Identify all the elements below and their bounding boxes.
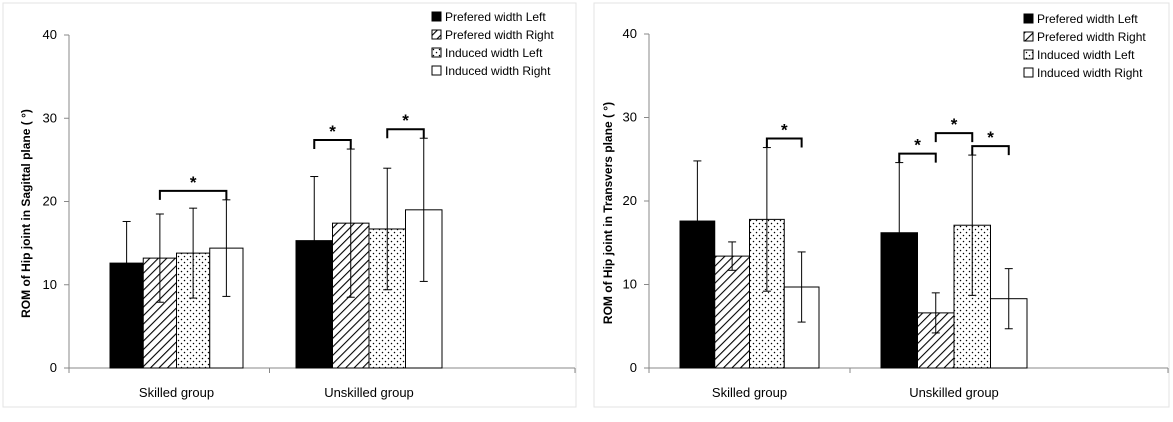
chart-panel-transvers: 0 10 20 30 40 ROM of Hip joint in Transvers p…	[590, 0, 1173, 422]
legend-swatch	[1023, 49, 1034, 60]
significance-bracket	[765, 137, 803, 148]
significance-star: *	[781, 121, 788, 140]
chart-svg-sagittal: 0 10 20 30 40 ROM of Hip joint in Sagittal pl…	[2, 2, 577, 408]
legend-label: Induced width Right	[1037, 66, 1143, 80]
y-tick-label: 10	[623, 277, 637, 292]
chart-svg-transvers: 0 10 20 30 40 ROM of Hip joint in Transvers p…	[593, 2, 1170, 408]
x-category-label: Unskilled group	[909, 385, 999, 400]
legend-swatch	[1023, 31, 1034, 42]
y-tick-label: 40	[43, 27, 57, 42]
x-category-label: Skilled group	[712, 385, 787, 400]
y-axis-label: ROM of Hip joint in Transvers plane ( °)	[601, 102, 615, 324]
legend-label: Induced width Left	[445, 46, 543, 60]
legend-label: Induced width Left	[1037, 48, 1135, 62]
y-tick-label: 40	[623, 26, 637, 41]
significance-star: *	[402, 111, 409, 130]
significance-bracket	[934, 132, 974, 143]
y-tick-label: 0	[50, 360, 57, 375]
significance-bracket	[898, 152, 937, 163]
legend-label: Induced width Right	[445, 64, 551, 78]
y-tick-label: 20	[43, 194, 57, 209]
x-category-label: Skilled group	[139, 385, 214, 400]
y-tick-label: 30	[43, 110, 57, 125]
y-tick-label: 30	[623, 110, 637, 125]
bar	[142, 257, 177, 369]
legend-label: Prefered width Right	[1037, 30, 1146, 44]
significance-bracket	[386, 128, 425, 139]
chart-frame	[2, 2, 577, 408]
legend-swatch	[431, 65, 442, 76]
legend-swatch	[431, 11, 442, 22]
y-tick-label: 20	[623, 193, 637, 208]
legend-label: Prefered width Left	[445, 10, 546, 24]
y-tick-label: 0	[630, 360, 637, 375]
y-tick-label: 10	[43, 277, 57, 292]
legend-swatch	[431, 47, 442, 58]
y-axis-label: ROM of Hip joint in Sagittal plane ( °)	[19, 109, 33, 318]
significance-star: *	[190, 173, 197, 192]
significance-star: *	[951, 115, 958, 134]
legend-swatch	[431, 29, 442, 40]
x-category-label: Unskilled group	[324, 385, 414, 400]
chart-frame	[593, 2, 1170, 408]
significance-bracket	[313, 139, 352, 150]
legend-swatch	[1023, 67, 1034, 78]
significance-star: *	[914, 136, 921, 155]
significance-bracket	[158, 189, 228, 200]
legend-label: Prefered width Right	[445, 28, 554, 42]
significance-star: *	[987, 128, 994, 147]
significance-star: *	[329, 122, 336, 141]
legend-label: Prefered width Left	[1037, 12, 1138, 26]
bar	[714, 255, 750, 369]
significance-bracket	[971, 145, 1010, 156]
chart-panel-sagittal: 0 10 20 30 40 ROM of Hip joint in Sagittal pl…	[0, 0, 580, 422]
legend-swatch	[1023, 13, 1034, 24]
